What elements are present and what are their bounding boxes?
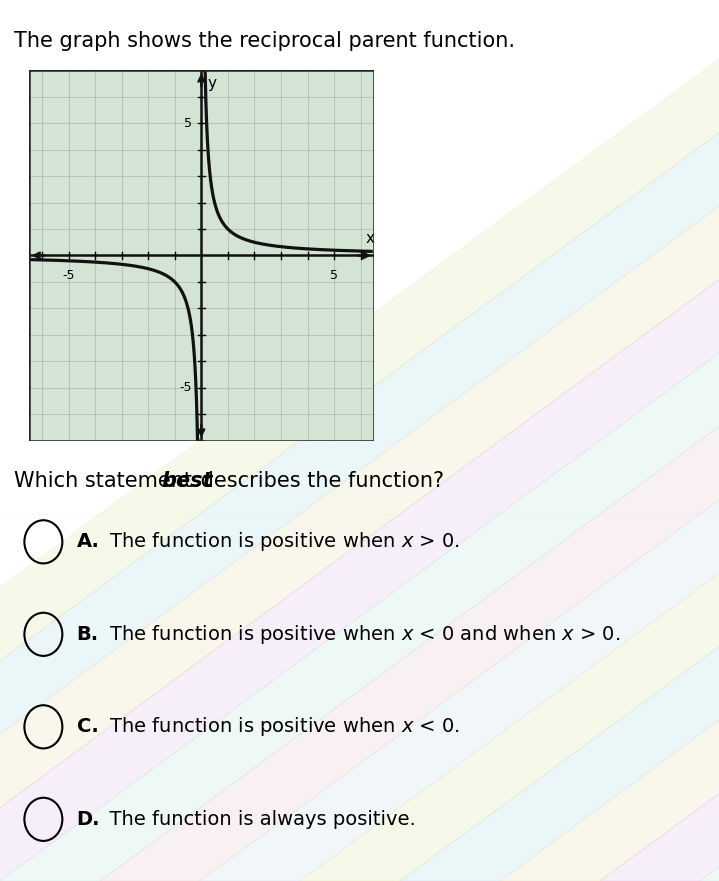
Text: The function is positive when $x$ > 0.: The function is positive when $x$ > 0. — [97, 530, 460, 553]
Text: B.: B. — [76, 625, 99, 644]
Polygon shape — [700, 0, 719, 881]
Polygon shape — [200, 0, 719, 881]
Text: -5: -5 — [63, 269, 75, 282]
Text: The function is positive when $x$ < 0.: The function is positive when $x$ < 0. — [97, 715, 460, 738]
Text: x: x — [365, 231, 375, 247]
Text: describes the function?: describes the function? — [194, 471, 444, 492]
Text: y: y — [208, 76, 217, 91]
Polygon shape — [600, 0, 719, 881]
Polygon shape — [300, 0, 719, 881]
Text: 5: 5 — [330, 269, 338, 282]
Text: A.: A. — [76, 532, 99, 552]
Polygon shape — [100, 0, 719, 881]
Text: The function is always positive.: The function is always positive. — [97, 810, 416, 829]
Text: -5: -5 — [180, 381, 192, 394]
Text: C.: C. — [76, 717, 99, 737]
Polygon shape — [500, 0, 719, 881]
Text: Which statement: Which statement — [14, 471, 199, 492]
Polygon shape — [400, 0, 719, 881]
Text: 5: 5 — [184, 117, 192, 130]
Bar — [29, 70, 374, 440]
Text: The graph shows the reciprocal parent function.: The graph shows the reciprocal parent fu… — [14, 31, 516, 51]
Text: D.: D. — [76, 810, 100, 829]
Text: best: best — [162, 471, 214, 492]
Text: The function is positive when $x$ < 0 and when $x$ > 0.: The function is positive when $x$ < 0 an… — [97, 623, 620, 646]
